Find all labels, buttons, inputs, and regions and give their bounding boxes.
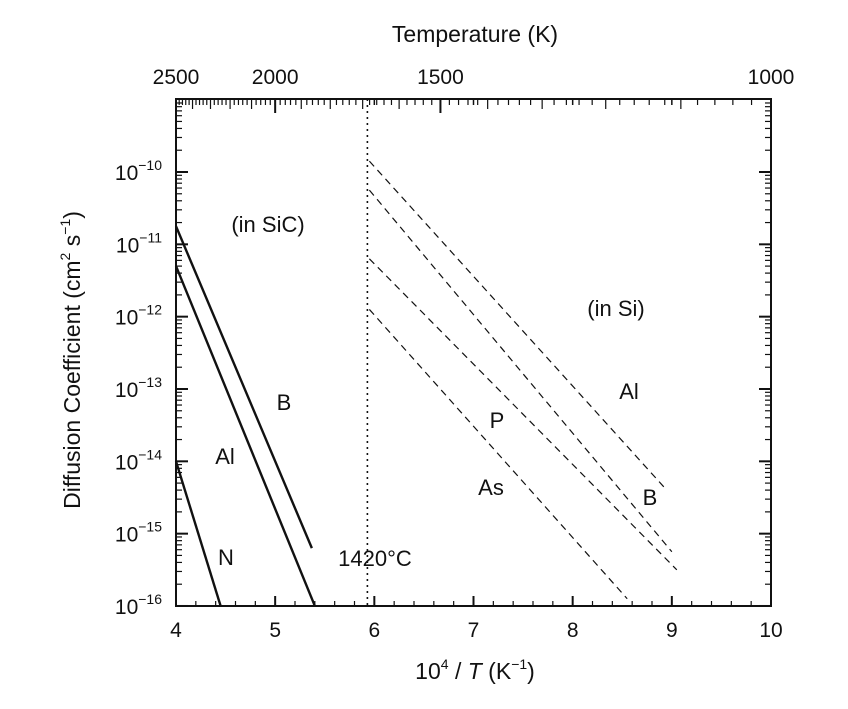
top-tick-label: 2000 xyxy=(252,66,299,89)
x-tick-label: 6 xyxy=(368,619,380,642)
series-line-si-as xyxy=(368,309,628,600)
y-tick-label: 10−15 xyxy=(115,519,162,547)
series-label-sic-al: Al xyxy=(215,444,235,469)
melting-point-label: 1420°C xyxy=(338,546,412,571)
y-tick-label: 10−16 xyxy=(115,591,162,619)
series-line-si-p xyxy=(368,258,678,571)
series-line-si-al xyxy=(368,160,668,491)
region-label-sic: (in SiC) xyxy=(231,212,304,237)
plot-frame xyxy=(175,98,772,607)
y-tick-label: 10−14 xyxy=(115,446,162,474)
x-tick-labels: 4 5 6 7 8 9 10 xyxy=(170,619,783,642)
x-tick-label: 10 xyxy=(759,619,782,642)
y-tick-label: 10−10 xyxy=(115,157,162,185)
series-label-si-b: B xyxy=(643,485,658,510)
y-tick-labels: 10−10 10−11 10−12 10−13 10−14 10−15 10−16 xyxy=(115,157,162,619)
series-lines xyxy=(174,160,678,607)
top-tick-label: 1500 xyxy=(417,66,464,89)
top-tick-label: 2500 xyxy=(153,66,200,89)
y-tick-label: 10−13 xyxy=(115,374,162,402)
major-ticks xyxy=(175,99,772,607)
minor-ticks xyxy=(176,99,771,606)
series-label-si-as: As xyxy=(478,475,504,500)
series-label-sic-b: B xyxy=(277,390,292,415)
y-axis-title: Diffusion Coefficient (cm2 s−1) xyxy=(57,211,85,509)
x-axis-title: 104 / T (K−1) xyxy=(415,656,535,684)
x-tick-label: 8 xyxy=(567,619,579,642)
series-label-si-p: P xyxy=(490,408,505,433)
x-tick-label: 5 xyxy=(269,619,281,642)
x-tick-label: 9 xyxy=(666,619,678,642)
top-tick-label: 1000 xyxy=(748,66,795,89)
y-tick-label: 10−12 xyxy=(115,302,162,330)
x-tick-label: 7 xyxy=(468,619,480,642)
series-label-sic-n: N xyxy=(218,545,234,570)
region-label-si: (in Si) xyxy=(587,296,644,321)
series-line-sic-n xyxy=(174,460,222,607)
top-tick-labels: 2500 2000 1500 1000 xyxy=(153,66,795,89)
series-line-si-b xyxy=(368,189,673,553)
series-line-sic-al xyxy=(174,265,316,607)
series-line-sic-b xyxy=(174,225,313,549)
x-tick-label: 4 xyxy=(170,619,182,642)
y-tick-label: 10−11 xyxy=(116,229,162,257)
series-label-si-al: Al xyxy=(619,379,639,404)
top-axis-title: Temperature (K) xyxy=(392,21,558,47)
